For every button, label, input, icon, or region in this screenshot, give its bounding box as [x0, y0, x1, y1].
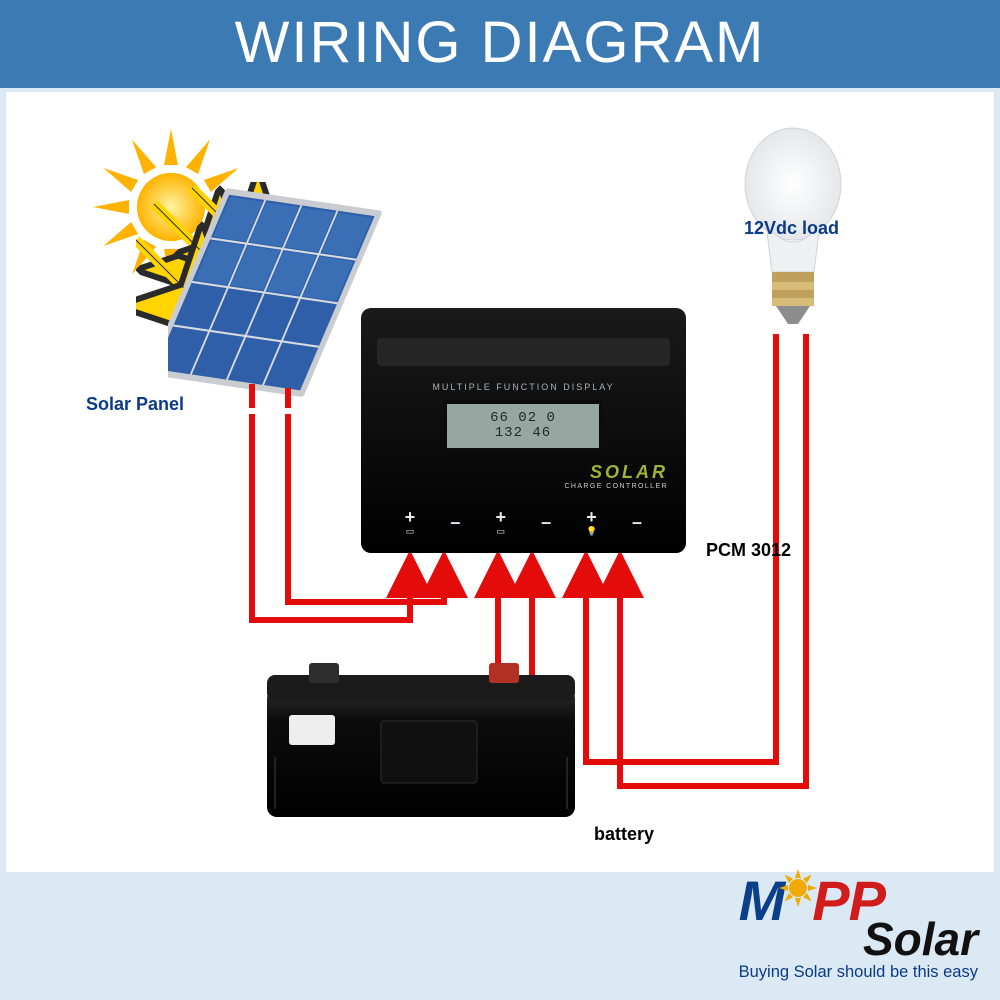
- terminal-pv-pos: +▭: [395, 507, 425, 537]
- page-title: WIRING DIAGRAM: [235, 9, 766, 76]
- brand-logo: M PP Solar Buying Solar should be this e…: [739, 864, 978, 982]
- battery-label: battery: [594, 824, 654, 845]
- terminal-pv-neg: –: [440, 512, 470, 533]
- terminal-batt-pos: +▭: [486, 507, 516, 537]
- terminal-batt-neg: –: [531, 512, 561, 533]
- logo-tagline: Buying Solar should be this easy: [739, 963, 978, 982]
- controller-brand: SOLAR CHARGE CONTROLLER: [564, 462, 668, 490]
- lcd-line2: 132 46: [495, 426, 551, 441]
- charge-controller: MULTIPLE FUNCTION DISPLAY 66 02 0 132 46…: [361, 308, 686, 553]
- terminal-load-neg: –: [622, 512, 652, 533]
- load-label: 12Vdc load: [744, 218, 839, 239]
- terminal-load-pos: +💡: [577, 507, 607, 537]
- controller-model-label: PCM 3012: [706, 540, 791, 561]
- solar-panel-label: Solar Panel: [86, 394, 184, 415]
- controller-terminals: +▭ – +▭ – +💡 –: [395, 507, 652, 537]
- lcd-line1: 66 02 0: [490, 411, 556, 426]
- lcd-title: MULTIPLE FUNCTION DISPLAY: [361, 382, 686, 392]
- page-canvas: WIRING DIAGRAM: [0, 0, 1000, 1000]
- controller-lcd: 66 02 0 132 46: [443, 400, 603, 452]
- header-bar: WIRING DIAGRAM: [0, 0, 1000, 88]
- battery-icon: [261, 657, 581, 825]
- wiring-diagram: Solar Panel 12Vdc load: [6, 92, 994, 872]
